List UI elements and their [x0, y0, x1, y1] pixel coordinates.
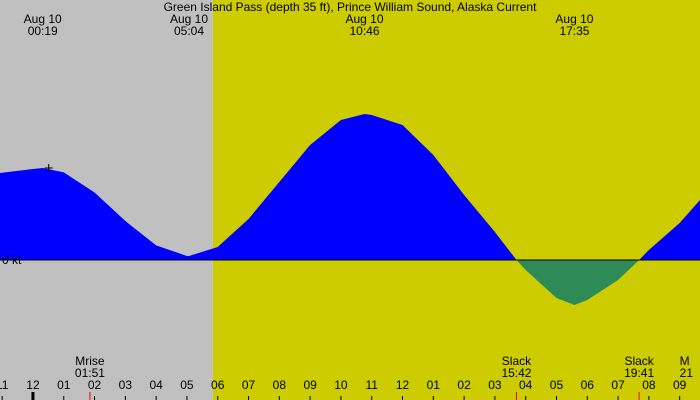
x-tick-label: 08: [273, 378, 287, 392]
extreme-date: Aug 10: [555, 12, 593, 26]
event-time: 01:51: [75, 366, 105, 380]
x-tick-label: 06: [211, 378, 225, 392]
x-tick-label: 11: [365, 378, 378, 392]
zero-label: 0 kt: [2, 253, 22, 267]
event-label: Mrise: [75, 354, 105, 368]
x-tick-label: 07: [242, 378, 256, 392]
x-tick-label: 12: [396, 378, 410, 392]
event-label: Slack: [502, 354, 532, 368]
extreme-date: Aug 10: [170, 12, 208, 26]
event-label: M: [680, 354, 690, 368]
x-tick-label: 01: [57, 378, 71, 392]
extreme-time: 17:35: [559, 24, 589, 38]
x-tick-label: 03: [119, 378, 133, 392]
x-tick-label: 06: [581, 378, 595, 392]
x-tick-label: 04: [149, 378, 163, 392]
event-time: 19:41: [624, 366, 654, 380]
x-tick-label: 09: [673, 378, 687, 392]
x-tick-label: 10: [334, 378, 348, 392]
x-tick-label: 04: [519, 378, 533, 392]
chart-title: Green Island Pass (depth 35 ft), Prince …: [164, 0, 538, 14]
x-tick-label: 11: [0, 378, 9, 392]
extreme-time: 00:19: [28, 24, 58, 38]
extreme-time: 10:46: [350, 24, 380, 38]
x-tick-label: 12: [26, 378, 40, 392]
extreme-date: Aug 10: [24, 12, 62, 26]
event-time: 21: [680, 366, 694, 380]
flood-area: [0, 114, 700, 260]
x-tick-label: 02: [457, 378, 471, 392]
x-tick-label: 09: [303, 378, 317, 392]
peak-marker: [44, 164, 53, 172]
x-tick-label: 08: [642, 378, 656, 392]
x-tick-label: 03: [488, 378, 502, 392]
ebb-area: [0, 260, 700, 305]
extreme-time: 05:04: [174, 24, 204, 38]
event-time: 15:42: [501, 366, 531, 380]
x-tick-label: 07: [611, 378, 625, 392]
x-tick-label: 02: [88, 378, 102, 392]
event-label: Slack: [624, 354, 654, 368]
extreme-date: Aug 10: [346, 12, 384, 26]
x-tick-label: 05: [550, 378, 564, 392]
x-tick-label: 01: [427, 378, 441, 392]
x-tick-label: 05: [180, 378, 194, 392]
